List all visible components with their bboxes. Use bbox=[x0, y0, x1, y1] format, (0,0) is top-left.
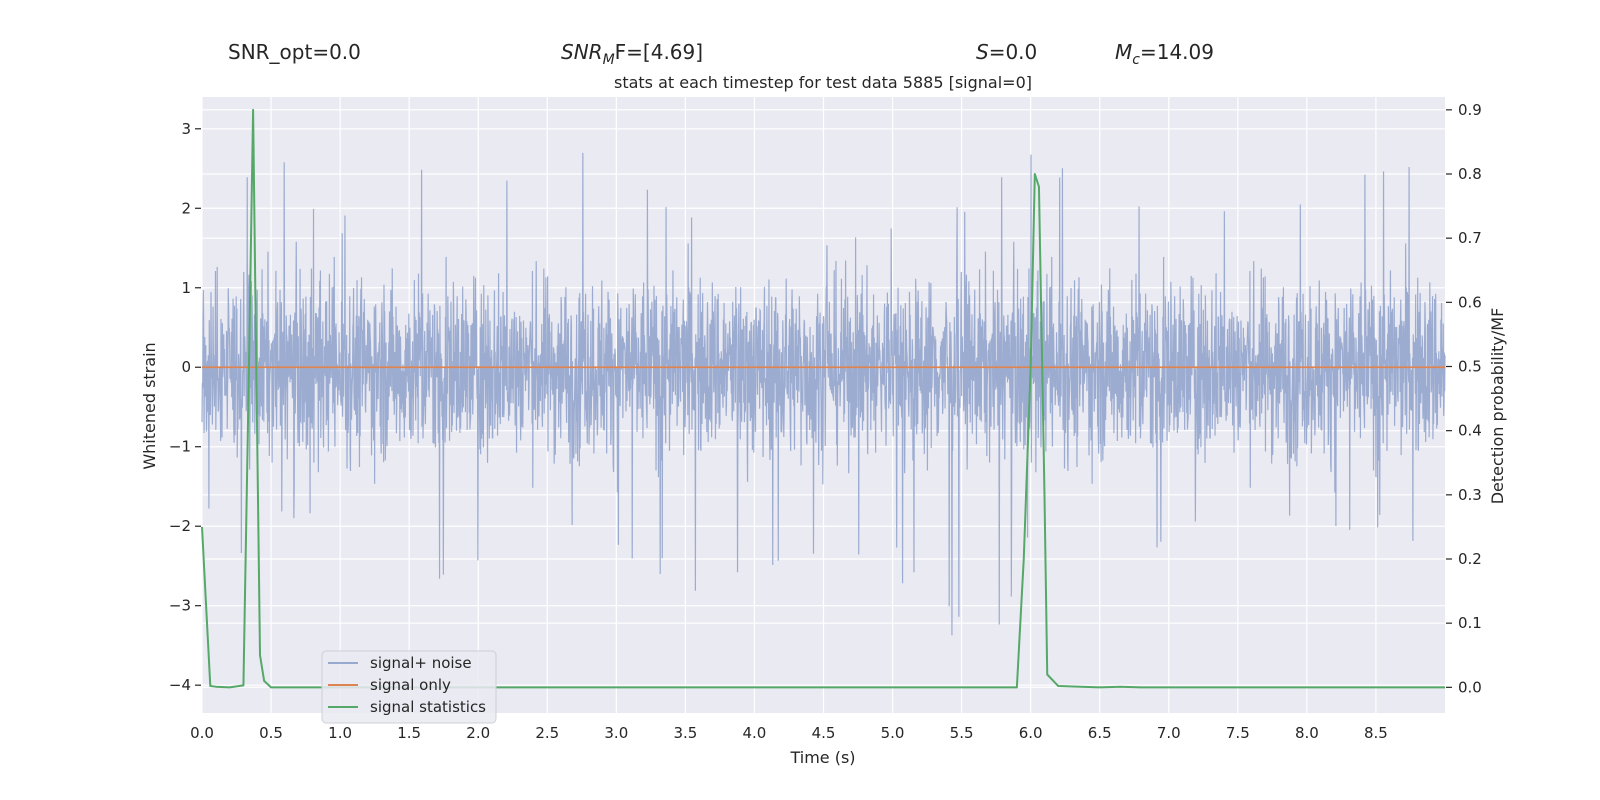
mc-symbol: M bbox=[1115, 40, 1132, 64]
x-tick-label: 2.5 bbox=[535, 724, 559, 742]
mc-value: =14.09 bbox=[1140, 40, 1214, 64]
s-value: =0.0 bbox=[989, 40, 1038, 64]
series-signal-statistics bbox=[201, 108, 1445, 689]
y-tick-label-right: 0.6 bbox=[1458, 293, 1482, 311]
y-tick-label: 0 bbox=[181, 358, 191, 376]
x-tick-label: 3.5 bbox=[673, 724, 697, 742]
x-tick-label: 5.0 bbox=[881, 724, 905, 742]
legend-label-signal-only: signal only bbox=[370, 676, 451, 694]
y-tick-label: 1 bbox=[181, 279, 191, 297]
snr-mf-symbol: SNR bbox=[561, 40, 603, 64]
legend: signal+ noise signal only signal statist… bbox=[321, 650, 497, 724]
s-symbol: S bbox=[976, 40, 989, 64]
y-tick-label-right: 0.9 bbox=[1458, 101, 1482, 119]
y-tick-label: 3 bbox=[181, 120, 191, 138]
signal-noise-line bbox=[201, 152, 1446, 636]
snr-mf-label: SNRMF=[4.69] bbox=[561, 40, 703, 68]
x-tick-label: 0.5 bbox=[259, 724, 283, 742]
x-tick-label: 4.5 bbox=[812, 724, 836, 742]
x-tick-label: 1.5 bbox=[397, 724, 421, 742]
x-tick-label: 5.5 bbox=[950, 724, 974, 742]
x-tick-label: 6.5 bbox=[1088, 724, 1112, 742]
y-axis-label: Whitened strain bbox=[140, 342, 159, 469]
y-tick-label-right: 0.4 bbox=[1458, 422, 1482, 440]
y-tick-label-right: 0.5 bbox=[1458, 358, 1482, 376]
y-tick-label: −4 bbox=[169, 676, 191, 694]
s-label: S=0.0 bbox=[976, 40, 1037, 64]
y-tick-label-right: 0.8 bbox=[1458, 165, 1482, 183]
y-tick-label-right: 0.0 bbox=[1458, 678, 1482, 696]
x-ticks: 0.0 0.5 1.0 1.5 2.0 2.5 3.0 3.5 4.0 4.5 5.0 5.5 6.0 6… bbox=[190, 724, 1388, 742]
series-signal-noise bbox=[201, 152, 1446, 636]
chart-title: stats at each timestep for test data 588… bbox=[614, 73, 1032, 92]
legend-label-signal-statistics: signal statistics bbox=[370, 698, 486, 716]
y-tick-label: −1 bbox=[169, 438, 191, 456]
x-axis-label: Time (s) bbox=[789, 748, 855, 767]
mc-subscript: c bbox=[1132, 52, 1140, 68]
y-axis-label-right: Detection probability/MF bbox=[1488, 308, 1507, 505]
signal-statistics-line bbox=[201, 108, 1445, 689]
y-tick-label: −2 bbox=[169, 517, 191, 535]
legend-box bbox=[321, 650, 497, 724]
x-tick-label: 6.0 bbox=[1019, 724, 1043, 742]
snr-opt-label: SNR_opt=0.0 bbox=[228, 40, 361, 64]
x-tick-label: 3.0 bbox=[604, 724, 628, 742]
x-tick-label: 2.0 bbox=[466, 724, 490, 742]
y-tick-label-right: 0.2 bbox=[1458, 550, 1482, 568]
y-ticks-left: 3 2 1 0 −1 −2 −3 −4 bbox=[169, 120, 201, 694]
y-tick-label-right: 0.7 bbox=[1458, 229, 1482, 247]
y-tick-label-right: 0.3 bbox=[1458, 486, 1482, 504]
y-tick-label: −3 bbox=[169, 597, 191, 615]
snr-mf-subscript: M bbox=[603, 52, 615, 68]
legend-label-signal-noise: signal+ noise bbox=[370, 654, 472, 672]
x-tick-label: 7.5 bbox=[1226, 724, 1250, 742]
x-tick-label: 7.0 bbox=[1157, 724, 1181, 742]
x-tick-label: 1.0 bbox=[328, 724, 352, 742]
x-tick-label: 8.0 bbox=[1295, 724, 1319, 742]
y-tick-label: 2 bbox=[181, 199, 191, 217]
y-ticks-right: 0.9 0.8 0.7 0.6 0.5 0.4 0.3 0.2 0.1 0.0 bbox=[1446, 101, 1482, 696]
snr-mf-value: F=[4.69] bbox=[615, 40, 703, 64]
x-tick-label: 0.0 bbox=[190, 724, 214, 742]
mc-label: Mc=14.09 bbox=[1115, 40, 1214, 68]
x-tick-label: 4.0 bbox=[743, 724, 767, 742]
y-tick-label-right: 0.1 bbox=[1458, 614, 1482, 632]
x-tick-label: 8.5 bbox=[1364, 724, 1388, 742]
